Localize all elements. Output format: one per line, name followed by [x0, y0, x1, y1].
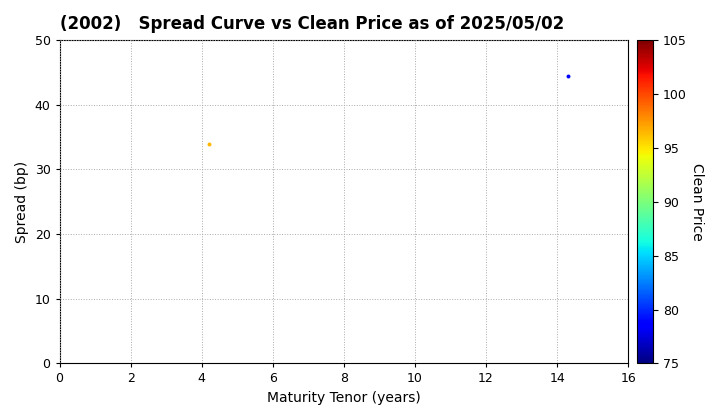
Point	[203, 140, 215, 147]
Y-axis label: Clean Price: Clean Price	[690, 163, 703, 241]
Text: (2002)   Spread Curve vs Clean Price as of 2025/05/02: (2002) Spread Curve vs Clean Price as of…	[60, 15, 564, 33]
Point	[562, 72, 574, 79]
Y-axis label: Spread (bp): Spread (bp)	[15, 161, 29, 243]
X-axis label: Maturity Tenor (years): Maturity Tenor (years)	[267, 391, 420, 405]
